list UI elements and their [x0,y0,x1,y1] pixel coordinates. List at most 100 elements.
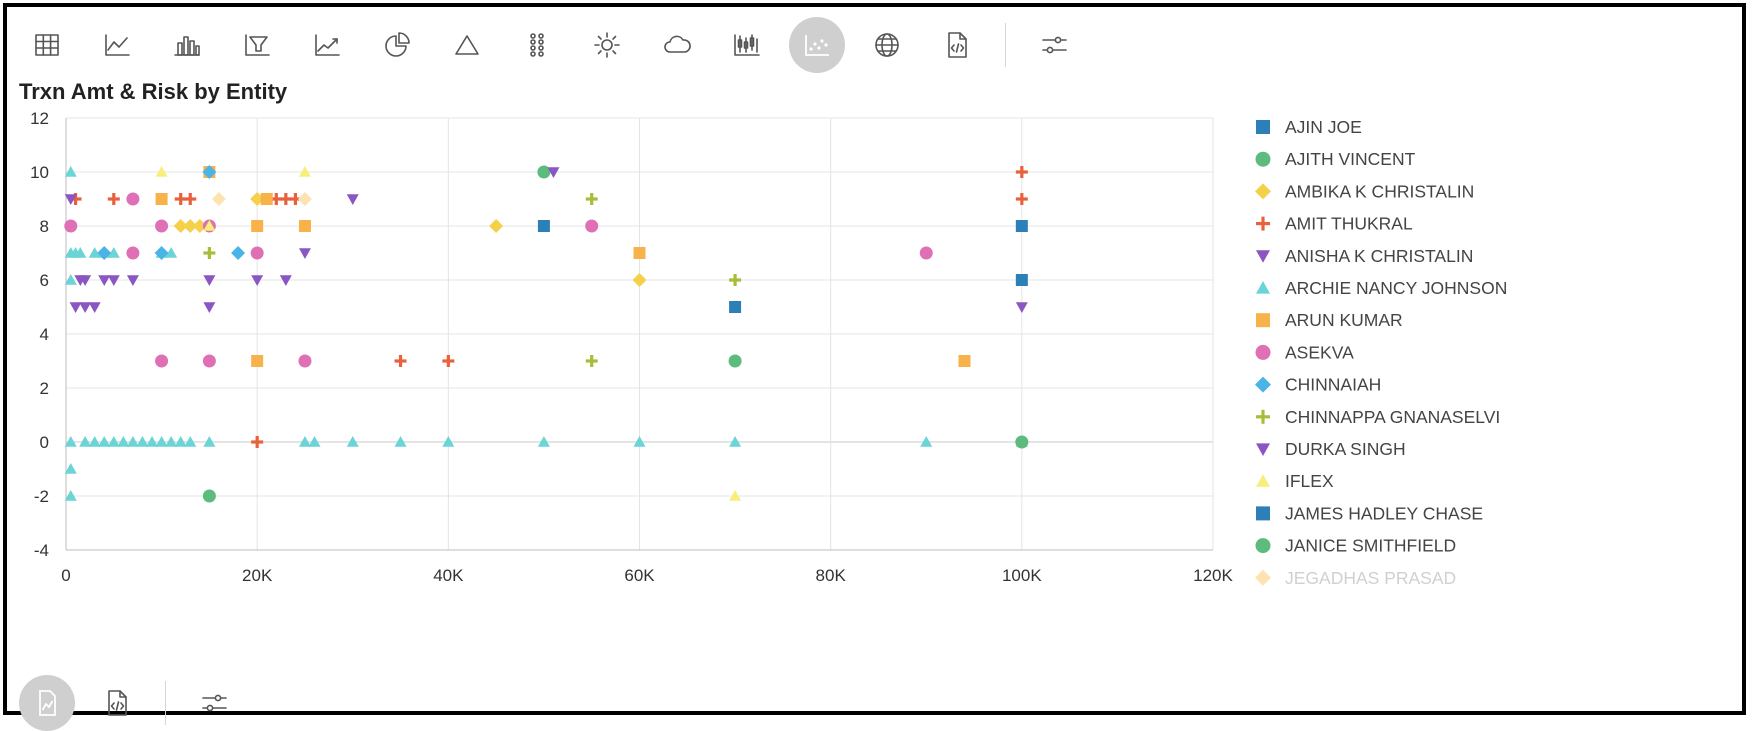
data-point [298,248,311,259]
data-point [165,436,178,447]
scatter-chart-button[interactable] [789,17,845,73]
chart-frame: Trxn Amt & Risk by Entity -4 -2 0 2 4 6 8 10 12 0… [3,3,1746,731]
funnel-chart-icon [245,34,270,56]
legend-item[interactable]: ARUN KUMAR [1256,310,1403,330]
legend-item[interactable]: AMBIKA K CHRISTALIN [1255,181,1474,201]
data-point [64,463,77,474]
data-point [203,275,216,286]
data-point [203,247,216,259]
legend-label: AJITH VINCENT [1285,149,1416,169]
data-point [289,193,302,205]
legend-label: AMBIKA K CHRISTALIN [1285,181,1474,201]
data-point [394,355,407,367]
legend-item[interactable]: CHINNAPPA GNANASELVI [1256,407,1500,427]
data-point [211,192,226,206]
legend-marker [1256,474,1270,487]
table-button[interactable] [19,17,75,73]
plus-bar-v [1261,216,1265,231]
data-point [74,247,87,258]
data-point [279,275,292,286]
legend-item[interactable]: CHINNAIAH [1255,375,1381,395]
sliders-icon [202,694,227,712]
sliders-button[interactable] [186,675,242,731]
pyramid-chart-icon [455,35,479,55]
legend-item[interactable]: JEGADHAS PRASAD [1255,568,1456,588]
cloud-button[interactable] [649,17,705,73]
data-point [107,193,120,205]
legend-item[interactable]: JAMES HADLEY CHASE [1256,503,1483,523]
series-jegadhas-prasad [211,192,312,206]
bottom-toolbar [19,675,256,731]
sunburst-button[interactable] [579,17,635,73]
candlestick-button[interactable] [719,17,775,73]
legend-item[interactable]: ASEKVA [1255,342,1355,362]
legend-label: AMIT THUKRAL [1285,214,1413,234]
code-file-button[interactable] [89,675,145,731]
legend-label: CHINNAPPA GNANASELVI [1285,407,1500,427]
data-point [1015,166,1028,178]
pyramid-chart-button[interactable] [439,17,495,73]
data-point [203,302,216,313]
data-point [202,165,217,179]
data-point [585,355,598,367]
plus-bar-v [733,274,737,286]
data-point [69,302,82,313]
data-point [126,436,139,447]
cloud-icon [664,35,691,53]
data-point [632,273,647,287]
data-point [346,436,359,447]
code-file-button[interactable] [929,17,985,73]
data-point [729,274,742,286]
data-point [250,192,265,206]
data-point [79,302,92,313]
data-point [394,436,407,447]
funnel-chart-button[interactable] [229,17,285,73]
legend-marker [1255,538,1271,554]
legend-item[interactable]: AJITH VINCENT [1255,149,1416,169]
legend-label: ANISHA K CHRISTALIN [1285,246,1473,266]
bar-chart-button[interactable] [159,17,215,73]
legend-item[interactable]: IFLEX [1256,471,1334,491]
legend-marker [1255,344,1271,360]
area-chart-button[interactable] [299,17,355,73]
chart-file-button[interactable] [19,675,75,731]
legend-item[interactable]: JANICE SMITHFIELD [1255,536,1457,556]
legend-item[interactable]: DURKA SINGH [1256,439,1406,459]
legend-item[interactable]: ARCHIE NANCY JOHNSON [1256,278,1507,298]
plus-bar-v [398,355,403,367]
data-point [88,302,101,313]
globe-icon [875,33,899,57]
data-point [79,436,92,447]
data-point [192,219,207,233]
legend-item[interactable]: AMIT THUKRAL [1256,214,1413,234]
legend-item[interactable]: ANISHA K CHRISTALIN [1256,246,1473,266]
line-chart-button[interactable] [89,17,145,73]
bubble-grid-icon [530,33,544,57]
plus-bar-v [73,193,78,205]
y-tick-label: 0 [40,433,49,452]
legend-marker [1255,376,1271,393]
data-point [537,436,550,447]
y-tick-label: 6 [40,271,49,290]
legend-label: JEGADHAS PRASAD [1285,568,1456,588]
legend-marker [1256,313,1270,328]
bubble-grid-button[interactable] [509,17,565,73]
data-points [64,165,1029,503]
data-point [537,220,550,232]
sliders-button[interactable] [1026,17,1082,73]
series-janice-smithfield [1015,435,1029,449]
x-tick-label: 120K [1193,566,1233,585]
legend: AJIN JOE AJITH VINCENT AMBIKA K CHRISTALIN… [1255,117,1507,588]
data-point [251,220,264,232]
data-point [202,354,216,368]
data-point [126,275,139,286]
pie-chart-button[interactable] [369,17,425,73]
plus-bar-v [1261,409,1265,424]
code-file-icon [948,32,967,58]
legend-item[interactable]: AJIN JOE [1256,117,1362,137]
x-tick-label: 20K [242,566,273,585]
globe-button[interactable] [859,17,915,73]
data-point [202,489,216,503]
data-point [64,166,77,177]
bar-chart-icon [174,36,200,56]
